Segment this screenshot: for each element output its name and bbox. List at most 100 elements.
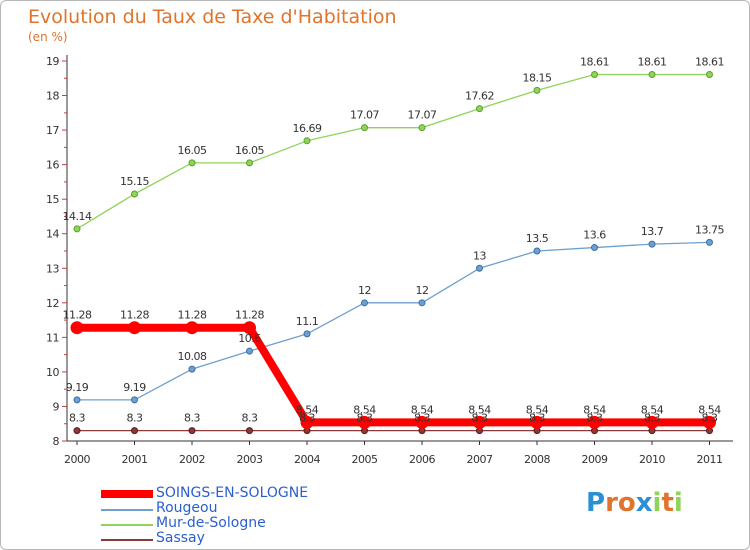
data-label: 16.05: [178, 144, 207, 157]
data-point: [73, 427, 81, 435]
data-point: [645, 415, 659, 429]
data-label: 16.05: [235, 144, 264, 157]
x-tick-label: 2002: [179, 453, 205, 466]
data-label: 8.54: [583, 403, 606, 416]
data-label: 13.7: [641, 225, 664, 238]
data-label: 18.61: [638, 55, 667, 68]
legend-item-rougeou: Rougeou: [101, 500, 361, 517]
data-point: [415, 415, 429, 429]
data-label: 8.54: [411, 403, 434, 416]
series-line: [73, 323, 714, 427]
data-point: [358, 415, 371, 429]
data-point: [703, 415, 716, 429]
data-point: [131, 396, 138, 404]
data-point: [706, 238, 713, 246]
data-point: [303, 137, 311, 145]
y-tick-label: 15: [46, 193, 59, 206]
data-point: [648, 70, 656, 78]
data-label: 11.28: [63, 309, 92, 322]
data-label: 10.6: [238, 332, 261, 345]
y-tick-label: 13: [46, 262, 59, 275]
data-point: [300, 415, 314, 429]
data-point: [591, 70, 598, 78]
legend-swatch: [101, 509, 153, 511]
series-line: [76, 241, 711, 401]
data-point: [188, 365, 196, 373]
data-point: [473, 415, 486, 429]
data-label: 13.5: [526, 232, 549, 245]
data-label: 8.3: [414, 412, 430, 425]
data-label: 17.07: [408, 109, 437, 122]
data-point: [591, 244, 598, 252]
x-tick-label: 2010: [639, 453, 665, 466]
x-tick-label: 2003: [237, 453, 263, 466]
data-label: 13.75: [695, 223, 724, 236]
data-label: 8.3: [242, 412, 258, 425]
y-tick-label: 9: [53, 400, 60, 413]
y-tick-label: 19: [46, 55, 59, 68]
data-label: 8.54: [526, 403, 549, 416]
data-label: 18.61: [580, 55, 609, 68]
data-label: 17.62: [465, 90, 494, 103]
data-point: [243, 321, 256, 335]
data-label: 18.15: [523, 71, 552, 84]
data-label: 8.3: [299, 412, 315, 425]
data-point: [188, 427, 196, 435]
data-label: 15.15: [120, 175, 149, 188]
y-tick-label: 14: [46, 228, 59, 241]
data-point: [361, 299, 368, 307]
data-point: [706, 70, 713, 78]
data-label: 8.54: [296, 403, 319, 416]
proxiti-logo: Proxiti: [586, 488, 683, 518]
data-label: 11.28: [178, 309, 207, 322]
data-label: 12: [416, 284, 429, 297]
logo-letter: i: [673, 488, 683, 518]
logo-letter: o: [617, 488, 636, 518]
data-label: 8.3: [702, 412, 718, 425]
data-point: [648, 240, 656, 248]
data-label: 18.61: [695, 55, 724, 68]
data-point: [188, 159, 196, 167]
data-point: [73, 225, 81, 233]
data-point: [131, 427, 138, 435]
x-tick-label: 2000: [64, 453, 90, 466]
data-point: [303, 330, 311, 338]
data-label: 16.69: [293, 122, 322, 135]
y-tick-label: 8: [53, 435, 60, 448]
chart-title: Evolution du Taux de Taxe d'Habitation: [28, 6, 397, 28]
data-label: 8.3: [69, 412, 85, 425]
data-point: [70, 321, 84, 335]
data-label: 17.07: [350, 109, 379, 122]
chart-subtitle: (en %): [28, 30, 68, 44]
data-label: 8.3: [184, 412, 200, 425]
legend-label: SOINGS-EN-SOLOGNE: [156, 485, 309, 501]
logo-letter: P: [586, 488, 606, 518]
legend-item-sassay: Sassay: [101, 530, 361, 547]
data-point: [131, 190, 138, 198]
y-tick-label: 17: [46, 124, 59, 137]
logo-letter: i: [652, 488, 662, 518]
data-label: 8.3: [357, 412, 373, 425]
data-label: 8.3: [644, 412, 660, 425]
data-label: 8.54: [468, 403, 491, 416]
legend-item-mur-de-sologne: Mur-de-Sologne: [101, 515, 361, 532]
data-point: [418, 124, 426, 132]
y-tick-label: 11: [46, 331, 59, 344]
legend-swatch: [101, 539, 153, 541]
data-point: [533, 247, 541, 255]
x-tick-label: 2008: [524, 453, 550, 466]
data-point: [185, 321, 199, 335]
data-point: [533, 86, 541, 94]
data-point: [588, 415, 601, 429]
data-label: 11.28: [235, 309, 264, 322]
data-label: 8.3: [127, 412, 143, 425]
data-label: 8.54: [698, 403, 721, 416]
logo-letter: x: [635, 488, 653, 518]
legend-swatch: [101, 524, 153, 526]
data-label: 8.54: [353, 403, 376, 416]
data-label: 8.3: [587, 412, 603, 425]
data-label: 8.54: [641, 403, 664, 416]
data-label: 8.3: [529, 412, 545, 425]
